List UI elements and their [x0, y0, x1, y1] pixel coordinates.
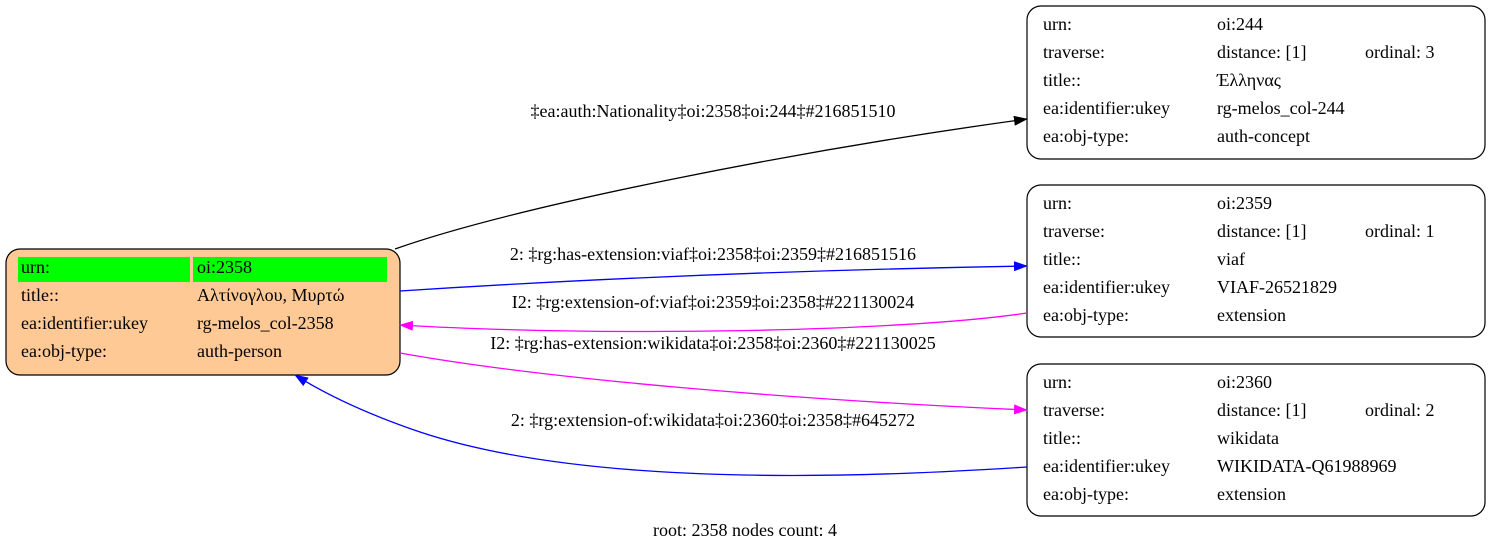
edge-label: 2: ‡rg:has-extension:viaf‡oi:2358‡oi:235… — [510, 244, 916, 264]
field-key: traverse: — [1043, 221, 1105, 241]
field-key: urn: — [21, 257, 50, 277]
field-key: urn: — [1043, 14, 1072, 34]
field-key: ea:obj-type: — [21, 341, 107, 361]
field-value: WIKIDATA-Q61988969 — [1217, 456, 1397, 476]
edge-label: I2: ‡rg:has-extension:wikidata‡oi:2358‡o… — [490, 333, 935, 353]
field-key: title:: — [1043, 70, 1081, 90]
field-value: distance: [1] — [1217, 42, 1306, 62]
field-key: title:: — [21, 285, 59, 305]
field-value: rg-melos_col-244 — [1217, 98, 1345, 118]
field-key: traverse: — [1043, 400, 1105, 420]
field-value: oi:2360 — [1217, 372, 1272, 392]
field-key: title:: — [1043, 249, 1081, 269]
field-value: ordinal: 1 — [1365, 221, 1435, 241]
field-key: ea:identifier:ukey — [21, 313, 148, 333]
field-key: ea:identifier:ukey — [1043, 277, 1170, 297]
field-value: Αλτίνογλου, Μυρτώ — [197, 285, 345, 305]
field-key: ea:obj-type: — [1043, 305, 1129, 325]
field-value: distance: [1] — [1217, 400, 1306, 420]
field-value: ordinal: 2 — [1365, 400, 1435, 420]
field-value: VIAF-26521829 — [1217, 277, 1337, 297]
field-value: rg-melos_col-2358 — [197, 313, 334, 333]
edge-label: ‡ea:auth:Nationality‡oi:2358‡oi:244‡#216… — [531, 101, 896, 121]
edge — [294, 374, 1028, 477]
node — [1026, 363, 1486, 517]
field-value: viaf — [1217, 249, 1245, 269]
field-value: auth-person — [197, 341, 282, 361]
field-key: urn: — [1043, 372, 1072, 392]
field-value: extension — [1217, 484, 1286, 504]
edge-label: 2: ‡rg:extension-of:wikidata‡oi:2360‡oi:… — [511, 410, 915, 430]
edge — [399, 312, 1028, 333]
field-value: oi:244 — [1217, 14, 1263, 34]
field-value: Έλληνας — [1216, 70, 1281, 90]
field-value: oi:2359 — [1217, 193, 1272, 213]
field-key: traverse: — [1043, 42, 1105, 62]
edge — [399, 261, 1028, 292]
node — [1026, 184, 1486, 338]
field-value: distance: [1] — [1217, 221, 1306, 241]
node — [1026, 5, 1486, 160]
field-value: ordinal: 3 — [1365, 42, 1435, 62]
field-value: oi:2358 — [197, 257, 252, 277]
footer: root: 2358 nodes count: 4 — [653, 520, 837, 540]
field-key: ea:identifier:ukey — [1043, 456, 1170, 476]
field-value: extension — [1217, 305, 1286, 325]
field-key: urn: — [1043, 193, 1072, 213]
edge-label: I2: ‡rg:extension-of:viaf‡oi:2359‡oi:235… — [512, 292, 914, 312]
field-value: auth-concept — [1217, 126, 1310, 146]
highlight-cell — [193, 257, 387, 282]
highlight-cell — [18, 257, 190, 282]
field-key: ea:obj-type: — [1043, 484, 1129, 504]
field-key: title:: — [1043, 428, 1081, 448]
field-key: ea:obj-type: — [1043, 126, 1129, 146]
field-key: ea:identifier:ukey — [1043, 98, 1170, 118]
field-value: wikidata — [1217, 428, 1279, 448]
edge — [399, 352, 1028, 415]
edge — [394, 115, 1028, 250]
